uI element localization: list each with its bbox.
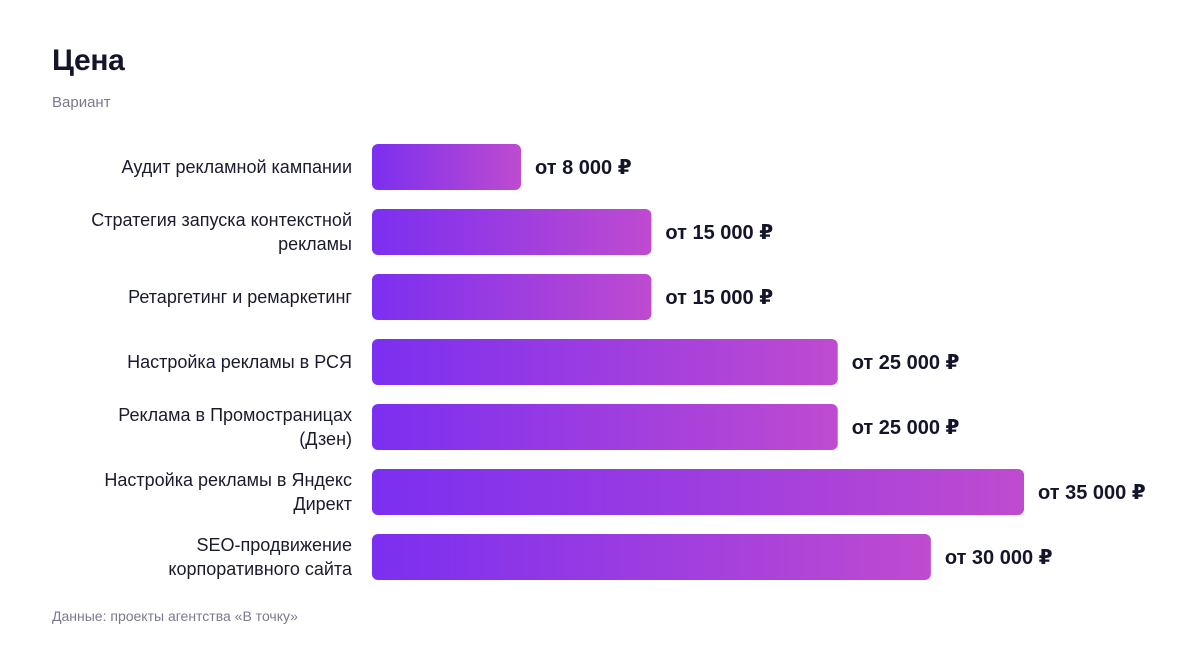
category-label-line: корпоративного сайта <box>168 559 353 579</box>
bar-2 <box>372 274 652 320</box>
category-label-6: SEO-продвижение корпоративного сайта <box>168 535 353 579</box>
category-label-line: SEO-продвижение <box>196 535 352 555</box>
category-label-line: Директ <box>293 494 352 514</box>
category-label-line: Настройка рекламы в РСЯ <box>127 352 352 372</box>
bar-5 <box>372 469 1024 515</box>
value-label-5: от 35 000 ₽ <box>1038 482 1146 504</box>
category-label-line: Ретаргетинг и ремаркетинг <box>128 287 352 307</box>
value-label-6: от 30 000 ₽ <box>945 547 1053 569</box>
category-label-0: Аудит рекламной кампании <box>122 157 352 177</box>
value-label-3: от 25 000 ₽ <box>852 352 960 374</box>
bar-4 <box>372 404 838 450</box>
bars-group: Аудит рекламной кампании от 8 000 ₽ Страте… <box>91 144 1146 580</box>
category-label-line: (Дзен) <box>299 429 352 449</box>
category-label-line: Стратегия запуска контекстной <box>91 210 352 230</box>
category-label-4: Реклама в Промостраницах (Дзен) <box>118 405 352 449</box>
category-label-1: Стратегия запуска контекстной рекламы <box>91 210 352 254</box>
chart-title: Цена <box>52 44 125 77</box>
category-label-line: Реклама в Промостраницах <box>118 405 352 425</box>
value-label-0: от 8 000 ₽ <box>535 157 632 179</box>
category-label-line: рекламы <box>278 234 352 254</box>
category-label-2: Ретаргетинг и ремаркетинг <box>128 287 352 307</box>
bar-1 <box>372 209 652 255</box>
value-label-1: от 15 000 ₽ <box>665 222 773 244</box>
value-label-4: от 25 000 ₽ <box>852 417 960 439</box>
category-label-line: Настройка рекламы в Яндекс <box>104 470 352 490</box>
source-note: Данные: проекты агентства «В точку» <box>52 608 298 624</box>
category-label-line: Аудит рекламной кампании <box>122 157 352 177</box>
chart-subtitle: Вариант <box>52 94 111 111</box>
bar-6 <box>372 534 931 580</box>
bar-0 <box>372 144 522 190</box>
value-label-2: от 15 000 ₽ <box>665 287 773 309</box>
category-label-5: Настройка рекламы в Яндекс Директ <box>104 470 352 514</box>
category-label-3: Настройка рекламы в РСЯ <box>127 352 352 372</box>
bar-3 <box>372 339 838 385</box>
